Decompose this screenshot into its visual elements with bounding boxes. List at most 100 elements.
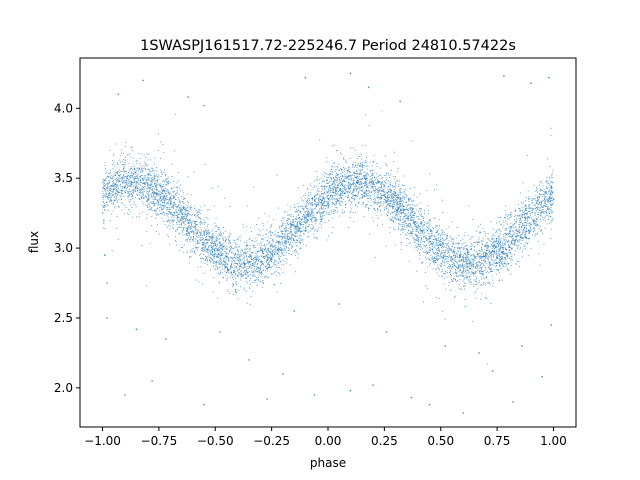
data-point [262, 269, 264, 271]
data-point [132, 177, 134, 179]
data-point [123, 168, 125, 170]
data-point [544, 227, 546, 229]
data-point [139, 162, 141, 164]
data-point [279, 230, 281, 232]
data-point [151, 193, 153, 195]
data-point [393, 227, 395, 229]
data-point [122, 159, 124, 161]
data-point [132, 189, 134, 191]
data-point [406, 207, 408, 209]
data-point [438, 275, 440, 277]
data-point [186, 251, 188, 254]
data-point [124, 190, 126, 192]
data-point [470, 265, 473, 267]
data-point [154, 196, 156, 198]
data-point [518, 266, 521, 268]
data-point [469, 238, 471, 240]
data-point [321, 201, 323, 203]
data-point [528, 207, 530, 209]
data-point [275, 260, 277, 262]
data-point [438, 227, 440, 229]
data-point [233, 255, 235, 257]
data-point [457, 251, 459, 253]
data-point [293, 222, 295, 224]
data-point [235, 259, 237, 261]
data-point [258, 228, 260, 231]
data-point [112, 194, 114, 196]
data-point [445, 242, 447, 245]
data-point [204, 221, 206, 224]
data-point [266, 240, 268, 242]
data-point [288, 253, 290, 255]
data-point [378, 189, 380, 191]
data-point [464, 285, 466, 288]
data-point [221, 263, 223, 265]
data-point [515, 263, 517, 265]
data-point [487, 267, 489, 269]
data-point [151, 201, 153, 203]
data-point [515, 210, 517, 212]
data-point [384, 196, 387, 198]
data-point [176, 190, 179, 192]
data-point [445, 261, 448, 263]
data-point [320, 224, 322, 226]
data-point [325, 200, 327, 202]
data-point [189, 224, 191, 226]
data-point [419, 219, 421, 221]
data-point [196, 248, 198, 250]
data-point [147, 186, 149, 188]
data-point [410, 232, 412, 234]
data-point [176, 182, 178, 184]
data-point [264, 237, 266, 239]
data-point [493, 238, 495, 240]
data-point [166, 181, 168, 183]
data-point [370, 191, 372, 193]
data-point [180, 204, 182, 207]
data-point [436, 245, 438, 247]
data-point [225, 249, 227, 251]
data-point [333, 211, 335, 213]
data-point [270, 237, 272, 239]
data-point [297, 253, 300, 255]
data-point [305, 221, 307, 223]
data-point [245, 242, 247, 244]
data-point [423, 251, 425, 253]
data-point [251, 268, 253, 270]
data-point [262, 222, 264, 225]
data-point [297, 257, 299, 259]
data-point [175, 208, 177, 211]
data-point [274, 248, 276, 250]
data-point [250, 267, 252, 269]
data-point [326, 157, 328, 159]
data-point [227, 290, 229, 293]
data-point [546, 208, 549, 210]
data-point [208, 254, 210, 256]
data-point [504, 260, 506, 262]
data-point [294, 211, 296, 213]
data-point [216, 244, 218, 246]
data-point [497, 217, 499, 219]
data-point [249, 263, 251, 265]
data-point [540, 226, 542, 228]
data-point [298, 230, 300, 232]
data-point [524, 219, 526, 221]
data-point [414, 224, 416, 226]
data-point [263, 250, 265, 252]
data-point [208, 231, 210, 233]
data-point [428, 228, 430, 230]
data-point [335, 177, 337, 179]
data-point [393, 210, 395, 212]
data-point [372, 174, 374, 176]
data-point [506, 253, 508, 255]
data-point [128, 171, 130, 173]
data-point [150, 177, 153, 179]
data-point [104, 194, 106, 196]
data-point [466, 261, 468, 263]
data-point [144, 168, 147, 170]
data-point [306, 230, 308, 232]
data-point [441, 271, 443, 273]
data-point [480, 262, 482, 264]
data-point [488, 282, 490, 285]
data-point [337, 174, 339, 177]
data-point [337, 169, 339, 171]
